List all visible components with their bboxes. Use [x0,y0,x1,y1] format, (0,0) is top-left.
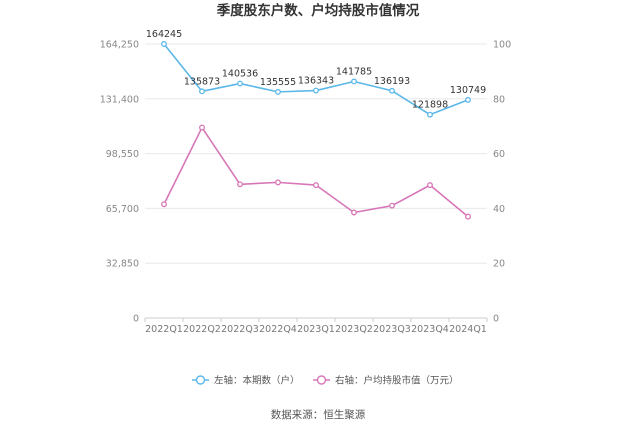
data-point [199,88,205,95]
grid-lines [145,43,487,264]
data-point [199,124,205,131]
y-left-tick-label: 65,700 [106,204,139,215]
data-point [313,182,319,189]
data-source: 数据来源：恒生聚源 [271,408,366,421]
data-point [389,202,395,209]
data-label: 135873 [184,76,220,87]
y-right-tick-label: 60 [493,149,505,160]
x-tick-label: 2023Q4 [411,324,449,335]
data-label: 121898 [412,100,448,111]
y-right-tick-label: 80 [493,94,505,105]
data-point [465,96,471,103]
data-point [275,88,281,95]
y-axis-left: 0 32,850 65,700 98,550 131,400 164,250 [100,40,139,325]
series-line-2 [163,126,469,218]
data-label: 135555 [260,77,296,88]
data-label: 164245 [146,29,182,40]
data-point [237,181,243,188]
chart-title: 季度股东户数、户均持股市值情况 [216,2,420,19]
data-label: 141785 [336,66,372,77]
legend: 左轴：本期数（户） 右轴：户均持股市值（万元） [192,375,459,387]
x-axis: 2022Q1 2022Q2 2022Q3 2022Q4 2023Q1 2023Q2 2023… [144,317,488,335]
data-point [313,87,319,94]
y-axis-right: 0 20 40 60 80 100 [493,40,511,325]
x-tick-label: 2022Q1 [145,324,183,335]
y-left-tick-label: 0 [133,314,139,325]
y-left-tick-label: 98,550 [106,149,139,160]
data-label: 136193 [374,76,410,87]
y-right-tick-label: 0 [493,314,499,325]
data-point [161,201,167,208]
data-label: 136343 [298,76,334,87]
data-point [351,78,357,85]
legend-marker-2 [316,375,327,385]
x-tick-label: 2022Q3 [221,324,259,335]
x-tick-label: 2022Q4 [259,324,297,335]
y-right-tick-label: 100 [493,40,511,51]
legend-label-2: 右轴：户均持股市值（万元） [335,375,459,387]
data-point [465,213,471,220]
y-right-tick-label: 20 [493,259,505,270]
y-left-tick-label: 131,400 [100,94,139,105]
x-tick-label: 2023Q2 [335,324,373,335]
data-point [237,80,243,87]
data-point [161,41,167,47]
legend-label-1: 左轴：本期数（户） [214,375,300,387]
data-label: 130749 [450,85,486,96]
y-right-tick-label: 40 [493,204,505,215]
x-tick-label: 2023Q3 [373,324,411,335]
data-label: 140536 [222,69,258,80]
legend-marker-1 [195,375,206,385]
data-point [351,209,357,216]
data-point [427,182,433,189]
data-point [275,179,281,186]
x-tick-label: 2024Q1 [449,324,487,335]
y-left-tick-label: 164,250 [100,40,139,51]
y-left-tick-label: 32,850 [106,259,139,270]
x-tick-label: 2023Q1 [297,324,335,335]
data-point [389,87,395,94]
data-point [427,111,433,118]
x-tick-label: 2022Q2 [183,324,221,335]
